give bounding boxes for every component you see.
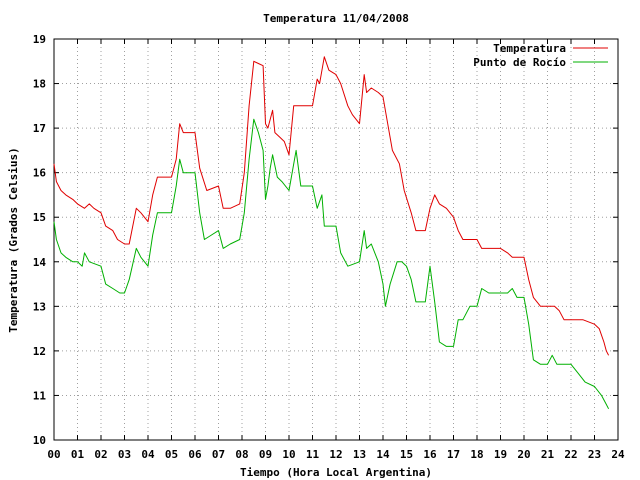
x-tick-label: 22 bbox=[564, 448, 577, 461]
x-tick-label: 20 bbox=[517, 448, 530, 461]
y-tick-label: 14 bbox=[33, 256, 47, 269]
series-line-1 bbox=[53, 118, 610, 410]
x-tick-label: 18 bbox=[470, 448, 483, 461]
x-tick-label: 09 bbox=[259, 448, 272, 461]
y-axis-label: Temperatura (Grados Celsius) bbox=[7, 147, 20, 332]
y-tick-label: 11 bbox=[33, 389, 47, 402]
x-tick-label: 21 bbox=[541, 448, 555, 461]
y-tick-label: 15 bbox=[33, 211, 46, 224]
series-lines bbox=[53, 56, 610, 410]
x-tick-label: 12 bbox=[329, 448, 342, 461]
y-tick-label: 19 bbox=[33, 33, 46, 46]
x-tick-label: 15 bbox=[400, 448, 413, 461]
axis-ticks: 00 01 02 03 04 05 06 07 08 09 10 11 12 13 14 15 16 17 18 19… bbox=[33, 33, 625, 461]
y-tick-label: 16 bbox=[33, 167, 47, 180]
x-tick-label: 04 bbox=[141, 448, 155, 461]
x-tick-label: 07 bbox=[212, 448, 225, 461]
x-tick-label: 19 bbox=[494, 448, 507, 461]
x-tick-label: 01 bbox=[71, 448, 85, 461]
series-line-0 bbox=[53, 56, 610, 356]
x-tick-label: 00 bbox=[47, 448, 60, 461]
x-tick-label: 11 bbox=[306, 448, 320, 461]
x-tick-label: 03 bbox=[118, 448, 131, 461]
y-tick-label: 10 bbox=[33, 434, 46, 447]
y-tick-label: 17 bbox=[33, 122, 46, 135]
x-tick-label: 13 bbox=[353, 448, 366, 461]
chart-title: Temperatura 11/04/2008 bbox=[263, 12, 409, 25]
legend-label-0: Temperatura bbox=[493, 42, 566, 55]
x-tick-label: 10 bbox=[282, 448, 295, 461]
y-tick-label: 13 bbox=[33, 300, 46, 313]
x-tick-label: 08 bbox=[235, 448, 248, 461]
y-tick-label: 12 bbox=[33, 345, 46, 358]
x-tick-label: 23 bbox=[588, 448, 601, 461]
x-tick-label: 02 bbox=[94, 448, 107, 461]
x-axis-label: Tiempo (Hora Local Argentina) bbox=[240, 466, 432, 479]
x-tick-label: 14 bbox=[376, 448, 390, 461]
legend-label-1: Punto de Rocío bbox=[473, 56, 566, 69]
x-tick-label: 05 bbox=[165, 448, 178, 461]
x-tick-label: 16 bbox=[423, 448, 437, 461]
x-tick-label: 06 bbox=[188, 448, 202, 461]
x-tick-label: 17 bbox=[447, 448, 460, 461]
y-tick-label: 18 bbox=[33, 78, 46, 91]
x-tick-label: 24 bbox=[611, 448, 625, 461]
grid-lines bbox=[54, 39, 618, 440]
